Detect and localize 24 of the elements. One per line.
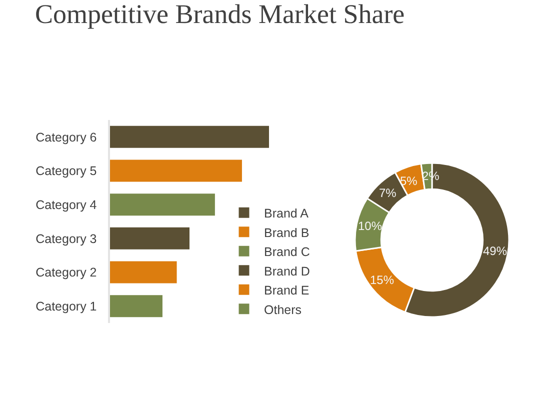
bar — [110, 261, 177, 284]
bar — [110, 160, 242, 182]
legend-label: Brand B — [264, 226, 310, 240]
data-label: 15% — [370, 273, 394, 287]
y-tick-label: Category 6 — [36, 130, 97, 144]
data-label: 5% — [400, 174, 418, 188]
y-tick-label: Category 5 — [36, 164, 97, 178]
y-tick-label: Category 3 — [36, 232, 97, 246]
bar — [110, 227, 190, 250]
chart-title: Competitive Brands Market Share — [35, 0, 405, 29]
y-tick-label: Category 2 — [36, 266, 97, 280]
data-label: 7% — [379, 186, 397, 200]
data-label: 10% — [358, 219, 382, 233]
legend-label: Brand A — [264, 206, 310, 220]
bar — [110, 126, 269, 148]
y-tick-label: Category 4 — [36, 198, 97, 212]
legend-label: Brand C — [264, 245, 310, 259]
legend-label: Others — [264, 302, 302, 317]
y-tick-label: Category 1 — [36, 299, 97, 314]
legend-label: Brand E — [264, 284, 310, 298]
bar — [110, 194, 215, 216]
data-label: 49% — [483, 244, 508, 258]
bar — [110, 295, 162, 318]
legend-label: Brand D — [264, 264, 310, 278]
